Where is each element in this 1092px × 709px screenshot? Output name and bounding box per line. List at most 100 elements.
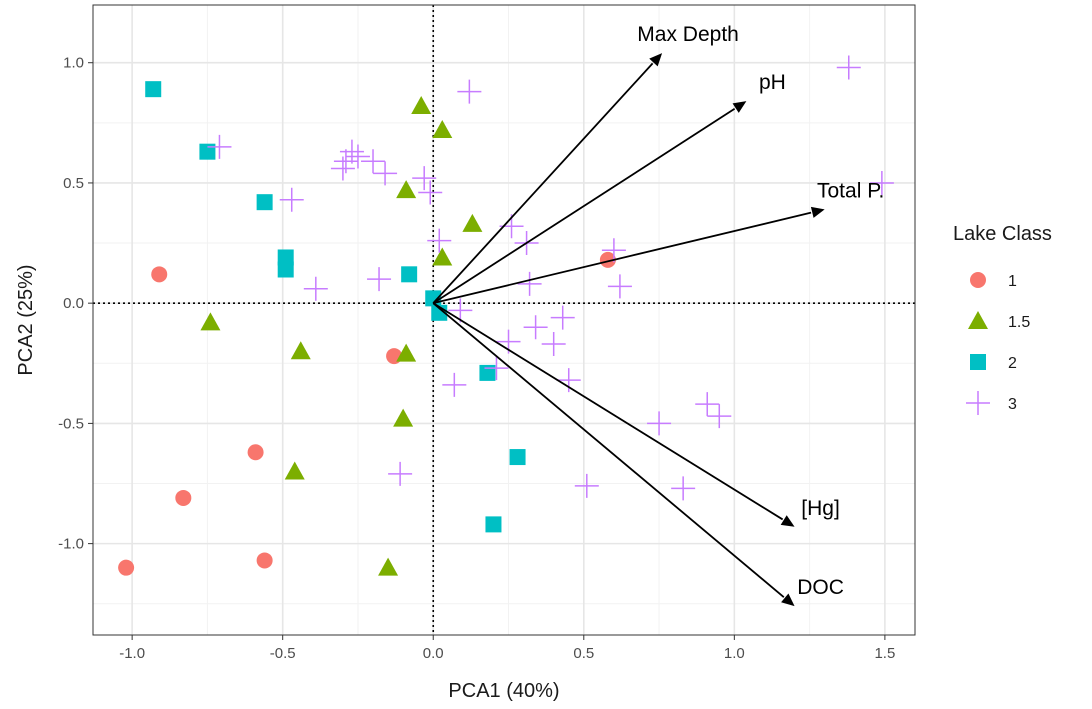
point-class-3 (418, 180, 443, 205)
point-class-2 (277, 261, 294, 278)
y-axis-title: PCA2 (25%) (15, 264, 37, 375)
y-tick-label: 0.5 (63, 175, 84, 192)
point-class-3 (695, 392, 720, 417)
point-class-3 (367, 267, 392, 292)
panel-background (93, 5, 915, 635)
point-class-3 (412, 166, 437, 191)
legend-label-3: 3 (1008, 396, 1017, 413)
point-class-3 (556, 368, 581, 393)
vector-ph (432, 108, 736, 304)
point-class-3 (574, 473, 599, 498)
point-class-3 (517, 271, 542, 296)
x-tick-label: 0.0 (423, 645, 444, 662)
point-class-3 (836, 55, 861, 80)
vector-hg (432, 302, 784, 521)
point-class-3 (373, 161, 398, 186)
vector-arrowhead-total-p (810, 206, 825, 218)
vector-label-hg: [Hg] (801, 497, 840, 520)
point-class-3 (707, 404, 732, 429)
point-class-3 (442, 372, 467, 397)
y-tick-label: -1.0 (58, 536, 84, 553)
point-class-3 (303, 276, 328, 301)
vector-total-p (433, 211, 812, 305)
vector-arrowhead-max-depth (649, 53, 663, 67)
x-tick-label: 1.5 (874, 645, 895, 662)
point-class-2 (485, 516, 502, 533)
x-tick-label: -1.0 (119, 645, 145, 662)
legend-key-1-5 (968, 311, 988, 329)
point-class-1 (247, 444, 264, 461)
point-class-1-5 (432, 247, 453, 266)
point-class-1 (151, 266, 168, 283)
legend-label-1: 1 (1008, 273, 1017, 290)
point-class-2 (256, 194, 273, 211)
point-class-1-5 (411, 95, 432, 114)
x-axis-title: PCA1 (40%) (448, 680, 559, 702)
y-tick-label: 1.0 (63, 55, 84, 72)
point-class-2 (145, 81, 162, 98)
vector-label-doc: DOC (797, 576, 844, 599)
point-class-3 (523, 315, 548, 340)
point-class-2 (277, 249, 294, 266)
point-class-2 (509, 449, 526, 466)
legend-label-1-5: 1.5 (1008, 314, 1030, 331)
point-class-3 (330, 156, 355, 181)
data-points (118, 55, 894, 576)
point-class-1-5 (462, 213, 483, 232)
vector-max-depth (432, 62, 654, 304)
point-class-2 (199, 143, 216, 160)
vector-arrowhead-hg (780, 515, 795, 527)
point-class-1-5 (284, 461, 305, 480)
vector-arrowhead-ph (732, 101, 747, 113)
point-class-3 (607, 274, 632, 299)
axes: -1.0 -0.5 0.0 0.5 1.0 1.5 1.0 0.5 0.0 -0.5 -1.0 (58, 55, 895, 662)
panel-border (92, 4, 916, 636)
x-tick-label: 1.0 (724, 645, 745, 662)
point-class-2 (479, 364, 496, 381)
point-class-3 (345, 144, 370, 169)
legend-title: Lake Class (953, 223, 1052, 245)
point-class-3 (601, 238, 626, 263)
point-class-3 (647, 411, 672, 436)
point-class-3 (550, 305, 575, 330)
y-tick-label: 0.0 (63, 295, 84, 312)
point-class-1 (256, 552, 273, 569)
point-class-3 (427, 228, 452, 253)
point-class-1-5 (290, 341, 311, 360)
vector-doc (432, 302, 785, 598)
legend-key-1 (970, 272, 986, 288)
x-tick-label: 0.5 (573, 645, 594, 662)
point-class-3 (333, 149, 358, 174)
vector-label-ph: pH (759, 71, 786, 94)
legend-key-2 (970, 354, 986, 370)
point-class-3 (361, 149, 386, 174)
legend-label-2: 2 (1008, 355, 1017, 372)
point-class-3 (207, 134, 232, 159)
vector-label-max-depth: Max Depth (637, 23, 739, 46)
loading-vectors: Max Depth pH Total P. [Hg] DOC (432, 23, 884, 607)
point-class-2 (401, 266, 418, 283)
legend-key-3 (966, 391, 990, 415)
point-class-3 (339, 139, 364, 164)
point-class-3 (541, 332, 566, 357)
point-class-1 (175, 489, 192, 506)
point-class-3 (484, 356, 509, 381)
point-class-1-5 (378, 557, 399, 576)
point-class-1 (118, 559, 135, 576)
point-class-3 (457, 79, 482, 104)
point-class-3 (448, 298, 473, 323)
x-tick-label: -0.5 (270, 645, 296, 662)
y-tick-label: -0.5 (58, 415, 84, 432)
point-class-1-5 (396, 343, 417, 362)
point-class-1 (599, 251, 616, 268)
point-class-3 (869, 170, 894, 195)
vector-label-total-p: Total P. (817, 179, 884, 202)
point-class-1-5 (432, 120, 453, 139)
point-class-3 (388, 461, 413, 486)
point-class-1-5 (393, 408, 414, 427)
point-class-3 (279, 187, 304, 212)
vector-arrowhead-doc (781, 593, 795, 607)
point-class-1-5 (396, 180, 417, 199)
legend: Lake Class 1 1.5 2 3 (953, 223, 1052, 419)
